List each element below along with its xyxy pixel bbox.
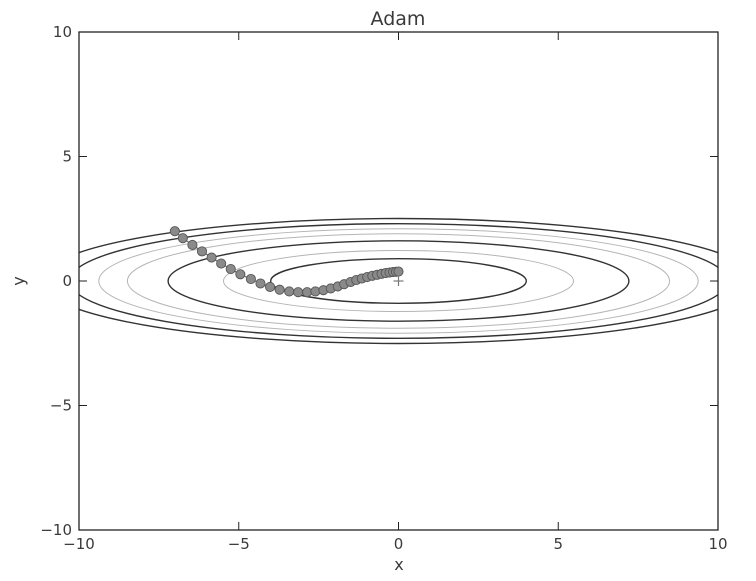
data-point	[245, 273, 256, 285]
data-point	[206, 252, 217, 263]
contour-line	[79, 222, 718, 340]
x-tick-label: 0	[394, 535, 404, 553]
y-axis-label: y	[9, 276, 28, 285]
y-tick-label: 10	[53, 23, 72, 41]
data-point	[196, 246, 208, 257]
contour-lines	[79, 217, 718, 345]
optimizer-points	[169, 226, 404, 298]
y-tick-label: 0	[62, 272, 72, 290]
x-axis-ticks: −10 −5 0 5 10	[63, 32, 728, 553]
y-axis-ticks: −10 −5 0 5 10	[40, 23, 718, 539]
x-axis-label: x	[394, 555, 403, 574]
data-point	[255, 278, 266, 289]
x-tick-label: −5	[228, 535, 250, 553]
data-point	[302, 287, 313, 298]
x-tick-label: −10	[63, 535, 95, 553]
data-point	[235, 269, 246, 280]
data-point	[187, 239, 198, 250]
contour-line	[167, 240, 630, 322]
data-point	[216, 258, 227, 269]
contour-line	[79, 217, 718, 345]
y-tick-label: −10	[40, 521, 72, 539]
data-point	[225, 263, 236, 275]
data-point	[177, 233, 188, 244]
chart-title: Adam	[371, 8, 426, 30]
contour-line	[98, 228, 699, 334]
data-point	[169, 226, 180, 237]
data-point	[293, 287, 304, 298]
contour-line	[223, 250, 574, 312]
data-point	[284, 286, 295, 297]
minimum-marker	[393, 276, 404, 286]
data-point	[393, 266, 404, 277]
x-tick-label: 5	[553, 535, 563, 553]
data-point	[274, 284, 285, 295]
data-point	[265, 281, 276, 293]
contour-line	[126, 233, 671, 329]
y-tick-label: 5	[62, 148, 72, 166]
y-tick-label: −5	[50, 397, 72, 415]
x-tick-label: 10	[708, 535, 727, 553]
contour-line	[270, 258, 528, 304]
